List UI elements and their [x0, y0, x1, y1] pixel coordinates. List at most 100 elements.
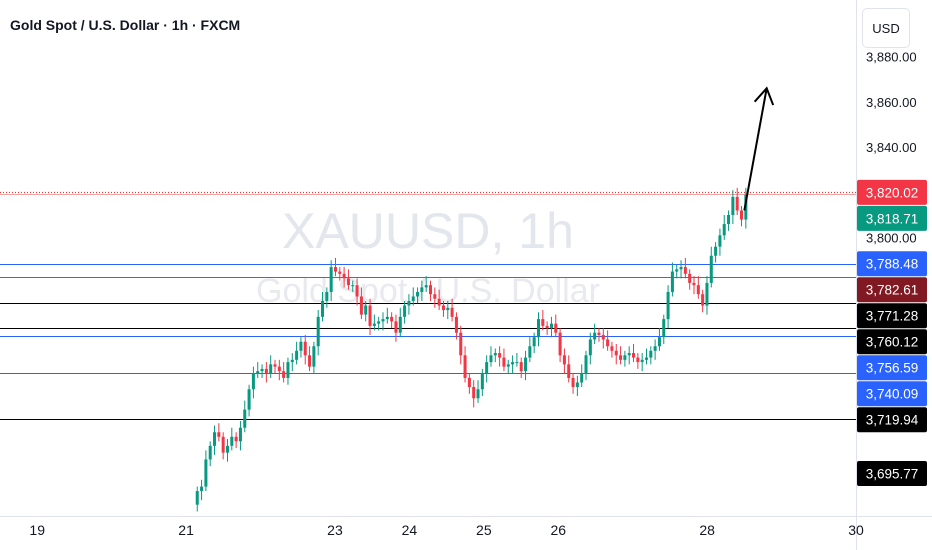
candle [329, 260, 333, 301]
candle-body [385, 316, 389, 320]
candle [571, 373, 575, 394]
candle [472, 380, 476, 408]
candle-body [359, 296, 363, 315]
candle [407, 294, 411, 315]
candle-body [476, 389, 480, 399]
candle-body [601, 334, 605, 340]
candle [381, 312, 385, 331]
candle [450, 298, 454, 322]
candle [316, 310, 320, 356]
candle [333, 258, 337, 277]
candle [696, 276, 700, 299]
price-badge-label: 3,782.61 [866, 283, 919, 298]
candle [204, 450, 208, 492]
candle [701, 289, 705, 313]
candle [614, 344, 618, 365]
candle-body [286, 362, 290, 378]
candle [308, 346, 312, 372]
currency-button[interactable]: USD [862, 8, 910, 48]
candle-body [333, 267, 337, 272]
candle-body [632, 353, 636, 358]
x-tick-label: 28 [699, 522, 715, 538]
candle [312, 341, 316, 374]
candle-body [329, 267, 333, 292]
price-badge-bg [857, 461, 927, 487]
candle [593, 323, 597, 344]
candle-body [437, 298, 441, 306]
candle-body [208, 445, 212, 460]
candle [195, 486, 199, 512]
candle [536, 312, 541, 347]
candle-body [679, 267, 683, 270]
price-badge-label: 3,788.48 [866, 257, 919, 272]
candle-body [264, 368, 268, 374]
candle [610, 341, 614, 358]
candle-body [459, 332, 463, 356]
arrow-head [753, 86, 775, 106]
candle-body [692, 282, 696, 286]
candle-body [489, 355, 493, 363]
candle-body [221, 436, 225, 453]
candle-body [640, 359, 644, 363]
candle-body [472, 387, 476, 399]
price-badge-label: 3,820.02 [866, 185, 919, 200]
candle-body [204, 459, 208, 487]
candle [230, 427, 234, 451]
candle [264, 362, 268, 383]
candle [688, 269, 692, 290]
candle [238, 420, 242, 451]
candle-body [251, 373, 255, 390]
candle [714, 242, 718, 263]
price-badge-bg [857, 205, 927, 231]
candle [502, 348, 506, 372]
candle-body [217, 432, 221, 437]
candle-body [321, 301, 325, 317]
candle-body [225, 445, 230, 453]
candle [437, 289, 441, 311]
candle [416, 287, 420, 304]
candle-body [545, 325, 549, 329]
candle-body [238, 427, 242, 442]
y-tick-label: 3,840.00 [866, 140, 917, 155]
candle [321, 291, 325, 322]
candle-body [675, 269, 679, 272]
price-badge-bg [857, 407, 927, 433]
candle-body [619, 355, 623, 360]
price-badge: 3,740.09 [857, 381, 927, 407]
candle [225, 439, 230, 462]
candle [346, 269, 350, 290]
y-tick-label: 3,860.00 [866, 95, 917, 110]
candle-body [683, 267, 687, 274]
candle-body [200, 486, 204, 492]
arrow-shaft [743, 88, 768, 211]
candle-body [269, 364, 273, 374]
candle [485, 355, 489, 383]
candle-body [230, 436, 234, 446]
candle-body [312, 346, 316, 367]
candle [683, 258, 687, 279]
price-badge-bg [857, 277, 927, 303]
candle-body [338, 271, 342, 274]
candle [303, 334, 307, 365]
candle-body [506, 364, 510, 367]
candle [545, 321, 549, 335]
candle [644, 348, 648, 365]
candle-body [653, 346, 657, 351]
candle-body [558, 332, 562, 356]
candle-body [493, 353, 497, 356]
candle [385, 307, 389, 324]
candle-body [593, 332, 597, 340]
candle [424, 276, 428, 292]
candle-body [346, 278, 350, 286]
candle [325, 287, 329, 308]
candle [735, 187, 739, 215]
price-badge-bg [857, 329, 927, 355]
candle [398, 307, 402, 338]
candle [653, 339, 657, 360]
price-badge: 3,788.48 [857, 251, 927, 277]
candle-body [480, 373, 484, 390]
candle [489, 346, 493, 367]
candle-body [273, 364, 277, 367]
price-badge-bg [857, 303, 927, 329]
